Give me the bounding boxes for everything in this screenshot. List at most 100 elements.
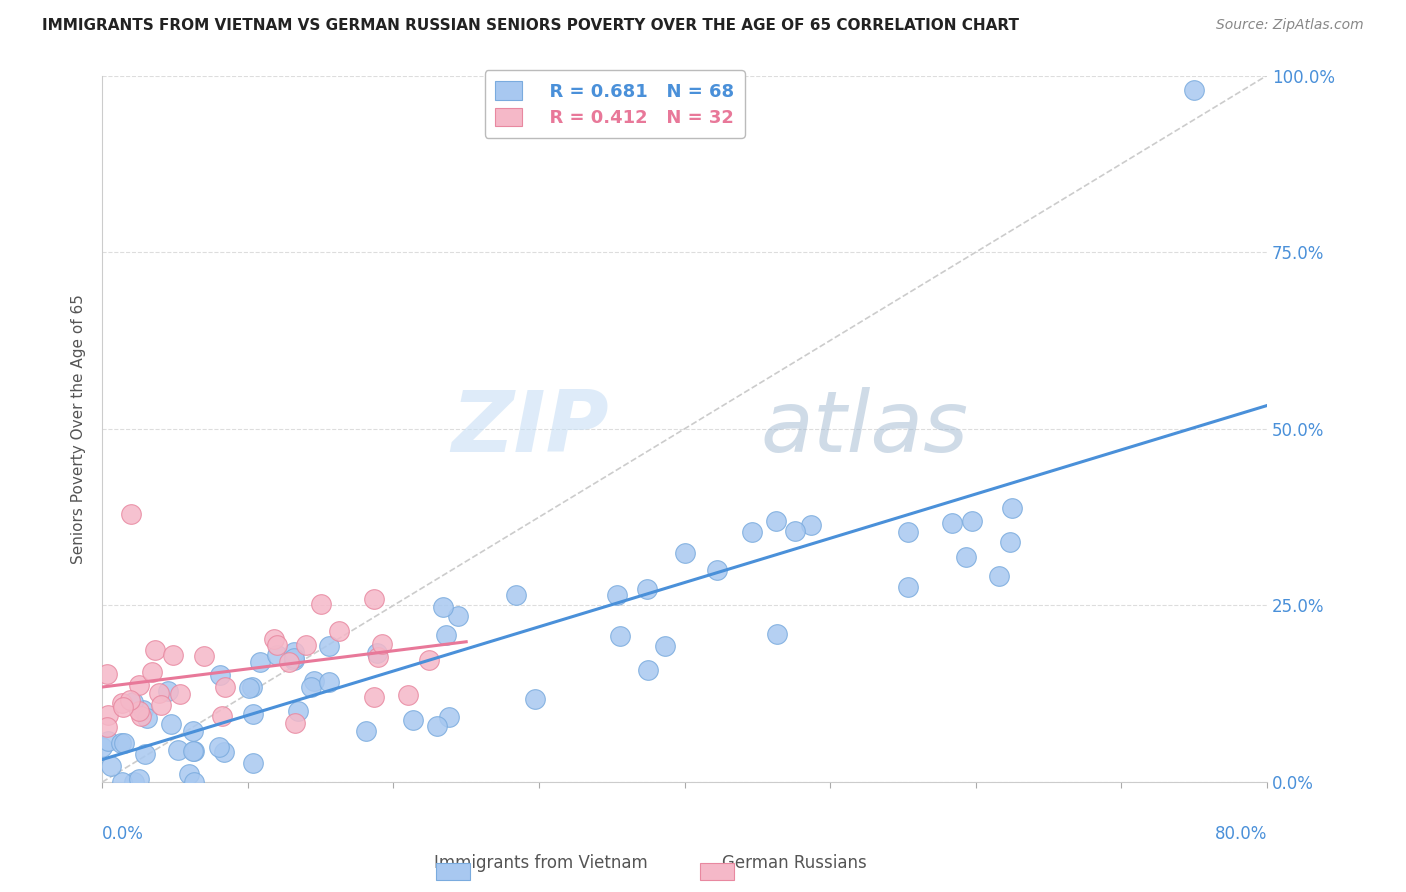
Point [402, 713, 425, 727]
Point [211, 709, 233, 723]
Point [96, 666, 118, 681]
Point [162, 648, 184, 662]
Point [157, 684, 180, 698]
Text: Immigrants from Vietnam: Immigrants from Vietnam [434, 855, 648, 872]
Y-axis label: Seniors Poverty Over the Age of 65: Seniors Poverty Over the Age of 65 [72, 293, 86, 564]
Point [765, 627, 787, 641]
Point [432, 599, 454, 614]
Point [159, 717, 181, 731]
Point [367, 649, 389, 664]
Point [240, 681, 263, 695]
Point [287, 704, 309, 718]
Point [654, 640, 676, 654]
Point [266, 648, 288, 662]
Point [183, 744, 205, 758]
Point [426, 719, 449, 733]
Point [318, 639, 340, 653]
Point [283, 645, 305, 659]
Point [283, 653, 305, 667]
Point [118, 693, 141, 707]
Point [1001, 501, 1024, 516]
Point [897, 524, 920, 539]
Point [149, 698, 172, 712]
Point [371, 637, 394, 651]
Point [447, 609, 470, 624]
Text: German Russians: German Russians [723, 855, 866, 872]
Point [212, 746, 235, 760]
Point [606, 588, 628, 602]
Point [111, 696, 134, 710]
Point [673, 546, 696, 560]
Point [177, 767, 200, 781]
Legend:   R = 0.681   N = 68,   R = 0.412   N = 32: R = 0.681 N = 68, R = 0.412 N = 32 [485, 70, 745, 138]
Point [249, 655, 271, 669]
Point [263, 632, 285, 646]
Point [166, 742, 188, 756]
Point [120, 507, 142, 521]
Point [131, 708, 153, 723]
Point [941, 516, 963, 530]
Point [706, 562, 728, 576]
Point [97, 734, 120, 748]
Point [283, 650, 305, 665]
Point [110, 736, 132, 750]
Point [437, 710, 460, 724]
Point [897, 581, 920, 595]
Point [284, 716, 307, 731]
Point [609, 629, 631, 643]
Point [96, 720, 118, 734]
Point [112, 700, 135, 714]
Point [363, 592, 385, 607]
Point [299, 681, 322, 695]
Point [143, 643, 166, 657]
Point [112, 736, 135, 750]
Point [309, 597, 332, 611]
Point [278, 655, 301, 669]
Text: atlas: atlas [761, 387, 969, 470]
Point [328, 624, 350, 639]
Point [97, 708, 120, 723]
Point [214, 680, 236, 694]
Point [800, 518, 823, 533]
Point [302, 674, 325, 689]
Point [998, 534, 1021, 549]
Point [636, 582, 658, 596]
Point [955, 550, 977, 565]
Point [354, 723, 377, 738]
Point [960, 514, 983, 528]
Text: ZIP: ZIP [451, 387, 609, 470]
Point [366, 647, 388, 661]
Point [128, 705, 150, 719]
Point [637, 663, 659, 677]
Point [418, 653, 440, 667]
Point [91, 739, 114, 754]
Point [193, 648, 215, 663]
Point [183, 744, 205, 758]
Text: Source: ZipAtlas.com: Source: ZipAtlas.com [1216, 18, 1364, 32]
Text: 0.0%: 0.0% [103, 824, 143, 843]
Point [987, 569, 1010, 583]
Point [111, 775, 134, 789]
Point [183, 775, 205, 789]
Point [242, 756, 264, 771]
Point [122, 775, 145, 789]
Point [295, 638, 318, 652]
Point [169, 688, 191, 702]
Point [524, 691, 547, 706]
Point [208, 667, 231, 681]
Point [783, 524, 806, 539]
Point [505, 588, 527, 602]
Point [122, 695, 145, 709]
Point [765, 514, 787, 528]
Point [363, 690, 385, 705]
Point [1182, 83, 1205, 97]
Point [266, 638, 288, 652]
Point [238, 681, 260, 695]
Text: 80.0%: 80.0% [1215, 824, 1267, 843]
Point [181, 724, 204, 739]
Point [318, 675, 340, 690]
Point [100, 759, 122, 773]
Point [128, 772, 150, 786]
Point [141, 665, 163, 680]
Point [434, 628, 457, 642]
